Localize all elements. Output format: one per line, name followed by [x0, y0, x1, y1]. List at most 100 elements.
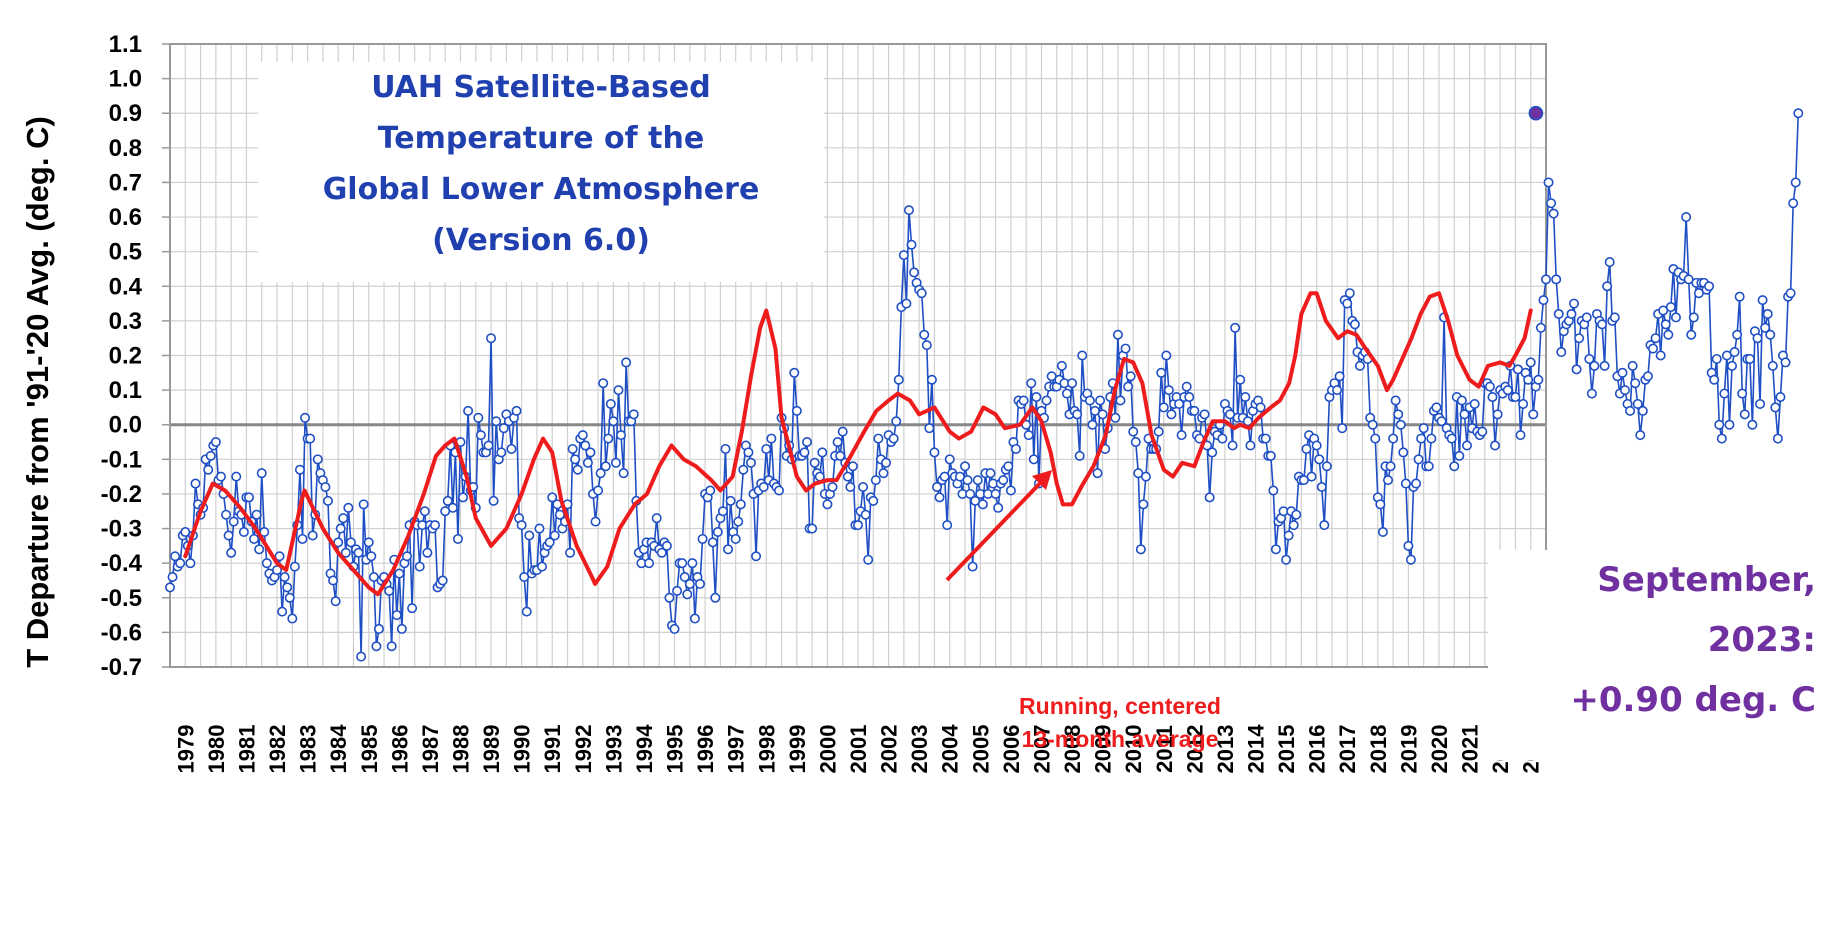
monthly-data-point [1775, 392, 1786, 403]
x-tick-label: 1979 [173, 725, 198, 774]
monthly-data-point [1660, 319, 1671, 330]
monthly-data-point [1630, 378, 1641, 389]
monthly-data-point [1255, 402, 1266, 413]
monthly-data-point [1110, 412, 1121, 423]
monthly-data-point [873, 433, 884, 444]
x-tick-label: 2006 [999, 725, 1024, 774]
monthly-data-point [1714, 419, 1725, 430]
monthly-data-point [1492, 409, 1503, 420]
monthly-data-point [391, 610, 402, 621]
monthly-data-point [1230, 322, 1241, 333]
monthly-data-point [1283, 530, 1294, 541]
monthly-data-point [1760, 322, 1771, 333]
monthly-data-point [1599, 360, 1610, 371]
latest-value-callout: September, 2023: +0.90 deg. C [1488, 550, 1818, 760]
monthly-data-point [570, 454, 581, 465]
monthly-data-point [644, 558, 655, 569]
monthly-data-point [1207, 447, 1218, 458]
monthly-data-point [608, 416, 619, 427]
monthly-data-point [1551, 274, 1562, 285]
monthly-data-point [679, 572, 690, 583]
monthly-data-point [1115, 395, 1126, 406]
x-tick-label: 1998 [754, 725, 779, 774]
monthly-data-point [1383, 475, 1394, 486]
x-tick-label: 1991 [540, 725, 565, 774]
monthly-data-point [1502, 385, 1513, 396]
monthly-data-point [384, 585, 395, 596]
monthly-data-point [1732, 329, 1743, 340]
monthly-data-point [944, 454, 955, 465]
monthly-data-point [852, 520, 863, 531]
x-tick-label: 2015 [1274, 725, 1299, 774]
y-tick-label: -0.6 [101, 619, 142, 646]
monthly-data-point [1663, 329, 1674, 340]
monthly-data-point [1752, 333, 1763, 344]
x-tick-label: 1987 [418, 725, 443, 774]
monthly-data-point [353, 547, 364, 558]
monthly-data-point [610, 457, 621, 468]
monthly-data-point [407, 603, 418, 614]
monthly-data-point [761, 443, 772, 454]
monthly-data-point [802, 437, 813, 448]
monthly-data-point [967, 561, 978, 572]
x-tick-label: 1986 [387, 725, 412, 774]
x-tick-label: 2005 [968, 725, 993, 774]
monthly-data-point [282, 582, 293, 593]
monthly-data-point [1270, 544, 1281, 555]
x-tick-label: 2013 [1213, 725, 1238, 774]
monthly-data-point [1411, 478, 1422, 489]
x-tick-label: 2001 [846, 725, 871, 774]
monthly-data-point [1523, 374, 1534, 385]
monthly-data-point [998, 475, 1009, 486]
monthly-data-point [1571, 364, 1582, 375]
monthly-data-point [1625, 405, 1636, 416]
monthly-data-point [215, 471, 226, 482]
monthly-data-point [165, 582, 176, 593]
monthly-data-point [366, 551, 377, 562]
monthly-data-point [394, 568, 405, 579]
monthly-data-point [921, 340, 932, 351]
chart-title: UAH Satellite-Based Temperature of the G… [258, 62, 824, 282]
monthly-data-point [1311, 440, 1322, 451]
monthly-data-point [600, 461, 611, 472]
monthly-data-point [1709, 374, 1720, 385]
monthly-data-point [1354, 360, 1365, 371]
monthly-data-point [228, 516, 239, 527]
monthly-data-point [1525, 357, 1536, 368]
monthly-data-point [1176, 430, 1187, 441]
monthly-data-point [506, 443, 517, 454]
monthly-data-point [993, 502, 1004, 513]
monthly-data-point [1716, 433, 1727, 444]
annotation-line-1: Running, centered [1019, 693, 1221, 719]
monthly-data-point [1184, 392, 1195, 403]
monthly-data-point [1418, 423, 1429, 434]
x-tick-label: 2002 [877, 725, 902, 774]
monthly-data-point [414, 561, 425, 572]
monthly-data-point [1597, 319, 1608, 330]
x-tick-label: 2014 [1244, 724, 1269, 774]
monthly-data-point [585, 447, 596, 458]
running-average-line [183, 291, 1533, 597]
monthly-data-point [1436, 416, 1447, 427]
x-tick-label: 2011 [1152, 725, 1177, 773]
monthly-data-point [1487, 392, 1498, 403]
y-tick-label: -0.5 [101, 585, 142, 612]
callout-line-3: +0.90 deg. C [1570, 680, 1816, 720]
monthly-data-point [1533, 374, 1544, 385]
monthly-data-point [697, 533, 708, 544]
monthly-data-point [1744, 353, 1755, 364]
monthly-data-point [284, 592, 295, 603]
monthly-data-point [1227, 440, 1238, 451]
monthly-data-point [1454, 450, 1465, 461]
monthly-data-point [1026, 378, 1037, 389]
monthly-data-point [774, 485, 785, 496]
monthly-data-point [498, 423, 509, 434]
monthly-data-point [1005, 485, 1016, 496]
monthly-data-point [1074, 450, 1085, 461]
monthly-data-point [544, 537, 555, 548]
monthly-data-point [1586, 388, 1597, 399]
monthly-data-point [1535, 322, 1546, 333]
monthly-data-point [1619, 385, 1630, 396]
chart-title-line-1: UAH Satellite-Based [371, 70, 711, 105]
monthly-data-point [695, 578, 706, 589]
